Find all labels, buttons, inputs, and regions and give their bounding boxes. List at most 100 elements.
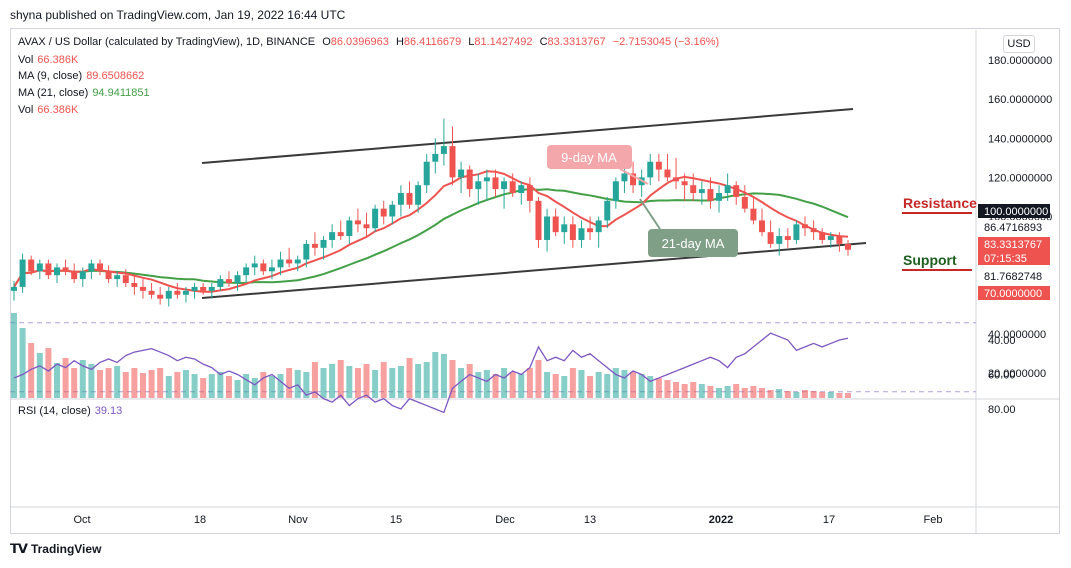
chart-frame[interactable] — [10, 28, 1060, 534]
candle-body — [354, 220, 361, 225]
candle-body — [587, 228, 594, 233]
volume-bar — [380, 362, 387, 398]
candle-body — [225, 279, 232, 284]
candle-body — [114, 275, 121, 280]
candle-body — [157, 294, 164, 299]
price-tag-label: 86.4716893 — [984, 222, 1042, 234]
volume-bar — [114, 366, 121, 398]
volume-bar — [354, 368, 361, 398]
volume-bar — [191, 374, 198, 398]
price-tag-box — [978, 251, 1050, 265]
tradingview-logo-icon: 𝗧𝗩 — [10, 541, 28, 556]
candle-body — [105, 271, 112, 280]
volume-bar — [251, 378, 258, 398]
price-tick-label: 20.0000000 — [988, 368, 1046, 380]
volume-bar — [337, 360, 344, 398]
candle-body — [79, 271, 86, 280]
volume-bar — [836, 393, 843, 398]
volume-bar — [45, 348, 52, 398]
volume-bar — [449, 360, 456, 398]
candle-body — [655, 161, 662, 170]
candle-body — [11, 286, 17, 291]
candle-body — [621, 173, 628, 182]
candle-body — [406, 193, 413, 205]
candle-body — [122, 275, 129, 284]
volume-bar — [741, 388, 748, 398]
volume-bar — [733, 384, 740, 398]
volume-bar — [148, 370, 155, 398]
currency-button[interactable]: USD — [1003, 35, 1035, 53]
volume-bar — [587, 376, 594, 398]
ma21-value: 94.9411851 — [92, 87, 150, 99]
volume-bar — [784, 391, 791, 398]
candle-body — [681, 181, 688, 186]
time-tick-label: 2022 — [709, 514, 733, 526]
candle-body — [501, 181, 508, 190]
candle-body — [819, 232, 826, 240]
volume-bar — [552, 374, 559, 398]
volume-bar — [225, 376, 232, 398]
volume-bar — [535, 360, 542, 398]
candle-body — [724, 185, 731, 194]
low-label: L — [468, 36, 475, 48]
volume-bar — [544, 372, 551, 398]
price-tick-label: 160.0000000 — [988, 94, 1052, 106]
volume-bar — [157, 368, 164, 398]
price-tag-box — [978, 286, 1050, 300]
open-value: 86.0396963 — [330, 36, 389, 48]
candle-body — [647, 161, 654, 178]
volume-bar — [294, 370, 301, 398]
candle-body — [827, 236, 834, 240]
ma9-label: MA (9, close) — [18, 70, 83, 82]
volume-bar — [638, 374, 645, 398]
rsi-tick-label: 80.00 — [988, 404, 1016, 416]
volume-bar — [793, 392, 800, 398]
rsi-line — [13, 332, 849, 414]
time-tick-label: Feb — [924, 514, 943, 526]
volume-bar — [509, 372, 516, 398]
volume-bar — [320, 368, 327, 398]
volume-bar — [767, 390, 774, 398]
resistance-label: Resistance — [903, 195, 977, 211]
close-value: 83.3313767 — [547, 36, 606, 48]
ma21-label: MA (21, close) — [18, 87, 89, 99]
price-tag-box — [978, 220, 1050, 234]
volume-bar — [501, 368, 508, 398]
volume-bar — [802, 390, 809, 398]
candle-body — [251, 263, 258, 268]
candle-body — [286, 259, 293, 264]
vol2-label: Vol — [18, 104, 34, 116]
candle-body — [552, 216, 559, 233]
volume-bar — [174, 372, 181, 398]
candle-body — [664, 169, 671, 178]
volume-bar — [311, 362, 318, 398]
candle-body — [36, 263, 43, 272]
candle-body — [131, 283, 138, 287]
volume-bar — [217, 372, 224, 398]
candle-body — [337, 232, 344, 237]
candle-body — [200, 286, 207, 291]
volume-bar — [655, 378, 662, 398]
volume-bar — [681, 384, 688, 398]
volume-bar — [11, 313, 17, 398]
volume-bar — [578, 370, 585, 398]
candle-body — [578, 228, 585, 240]
candle-body — [526, 185, 533, 201]
volume-bar — [36, 353, 43, 398]
candle-body — [294, 259, 301, 264]
candle-body — [810, 228, 817, 233]
candle-body — [372, 208, 379, 229]
volume-bar — [612, 368, 619, 398]
candle-body — [208, 286, 215, 291]
volume-bar — [698, 384, 705, 398]
volume-bar — [363, 364, 370, 398]
volume-bar — [604, 374, 611, 398]
candle-body — [690, 185, 697, 194]
ma21-callout-box — [648, 229, 738, 257]
volume-bar — [286, 368, 293, 398]
legend-row-vol2: Vol 66.386K — [18, 103, 78, 117]
volume-bar — [492, 374, 499, 398]
volume-bar — [234, 380, 241, 398]
volume-bar — [165, 376, 172, 398]
